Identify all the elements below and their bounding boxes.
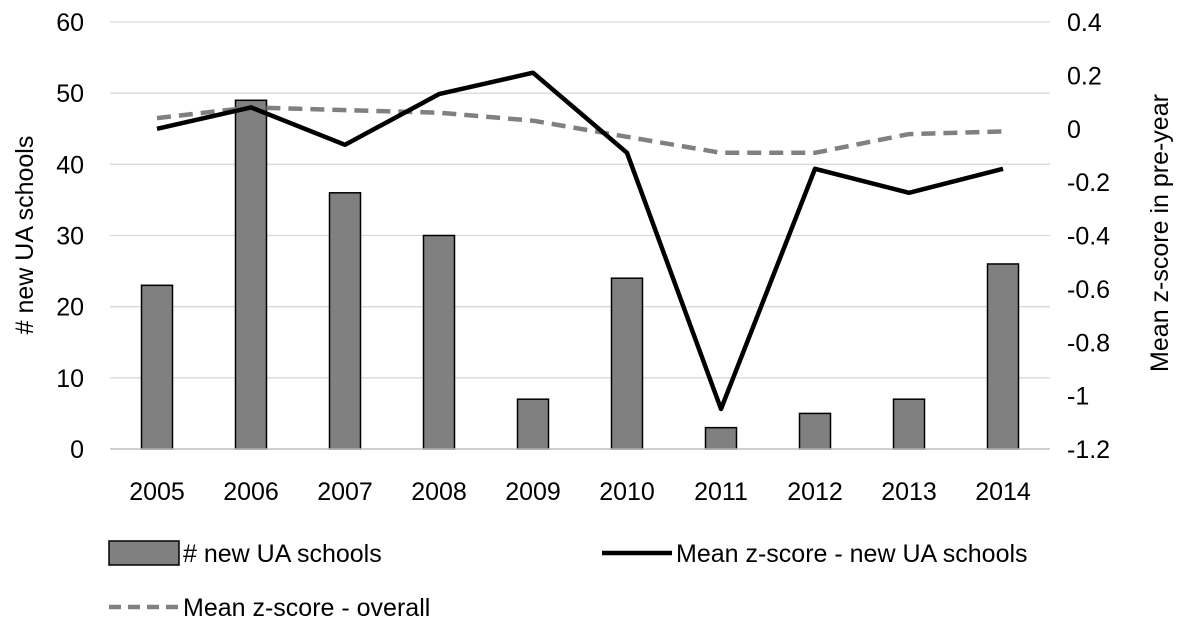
legend-label-overall-line: Mean z-score - overall — [183, 594, 430, 622]
left-tick-label: 40 — [56, 151, 84, 179]
right-tick-label: -0.8 — [1067, 329, 1110, 357]
x-tick-label: 2009 — [505, 478, 561, 506]
left-tick-label: 30 — [56, 223, 84, 251]
bar-2010 — [610, 277, 644, 450]
x-tick-label: 2007 — [317, 478, 373, 506]
left-tick-label: 10 — [56, 365, 84, 393]
left-tick-label: 20 — [56, 294, 84, 322]
left-tick-label: 50 — [56, 80, 84, 108]
x-tick-label: 2006 — [223, 478, 279, 506]
legend-swatch-bars — [108, 540, 180, 566]
bar-2013 — [892, 398, 926, 450]
right-tick-label: -0.2 — [1067, 169, 1110, 197]
x-tick-label: 2013 — [881, 478, 937, 506]
x-tick-label: 2005 — [129, 478, 185, 506]
bar-2014 — [986, 263, 1020, 450]
right-tick-label: 0.4 — [1067, 9, 1102, 37]
bar-2005 — [140, 284, 174, 450]
right-tick-label: -1.2 — [1067, 436, 1110, 464]
bar-2006 — [234, 99, 268, 450]
x-tick-label: 2008 — [411, 478, 467, 506]
left-tick-label: 0 — [70, 436, 84, 464]
right-tick-label: 0 — [1067, 116, 1081, 144]
left-axis-title: # new UA schools — [11, 136, 39, 335]
line-mean-z-new-ua — [156, 70, 1004, 412]
legend-label-bars: # new UA schools — [183, 540, 382, 568]
bar-2008 — [422, 234, 456, 450]
x-tick-label: 2012 — [787, 478, 843, 506]
x-axis-ticks: 2005 2006 2007 2008 2009 2010 2011 2012 2013 2014 — [129, 478, 1031, 506]
x-tick-label: 2010 — [599, 478, 655, 506]
right-tick-label: -0.6 — [1067, 276, 1110, 304]
line-mean-z-overall — [156, 105, 1004, 156]
right-axis-title: Mean z-score in pre-year — [1146, 94, 1174, 372]
left-axis-ticks: 0 10 20 30 40 50 60 — [56, 9, 84, 464]
line-series — [156, 70, 1004, 412]
right-axis-ticks: -1.2 -1 -0.8 -0.6 -0.4 -0.2 0 0.2 0.4 — [1067, 9, 1110, 464]
right-tick-label: -1 — [1067, 383, 1089, 411]
bar-2007 — [328, 192, 362, 450]
left-tick-label: 60 — [56, 9, 84, 37]
right-tick-label: -0.4 — [1067, 223, 1110, 251]
right-tick-label: 0.2 — [1067, 62, 1102, 90]
bar-2012 — [798, 412, 832, 450]
legend: # new UA schools Mean z-score - new UA s… — [108, 540, 1028, 622]
bar-series — [140, 99, 1020, 450]
bar-2009 — [516, 398, 550, 450]
legend-label-new-ua-line: Mean z-score - new UA schools — [676, 540, 1028, 568]
x-tick-label: 2014 — [975, 478, 1031, 506]
x-tick-label: 2011 — [694, 478, 748, 506]
bar-2011 — [704, 426, 738, 450]
